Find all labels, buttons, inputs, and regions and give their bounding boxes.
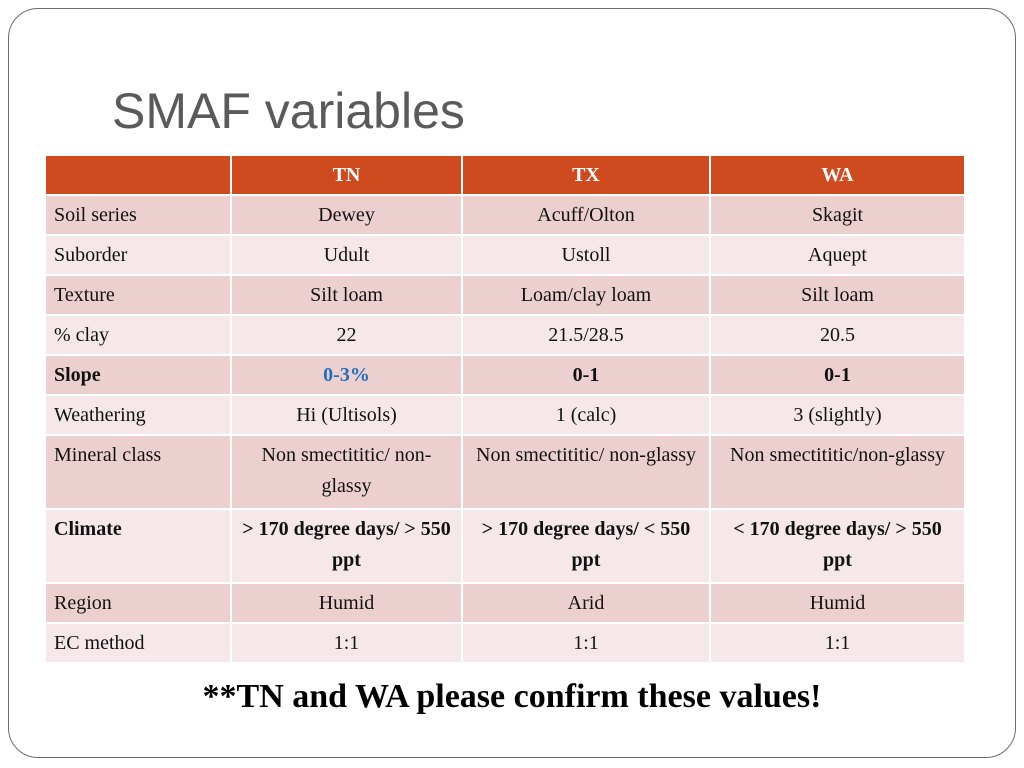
cell-tn: Silt loam bbox=[230, 274, 463, 316]
row-label: Slope bbox=[44, 354, 232, 396]
table-row: Slope 0-3% 0-1 0-1 bbox=[44, 354, 966, 396]
row-label: Suborder bbox=[44, 234, 232, 276]
cell-tx: Loam/clay loam bbox=[461, 274, 711, 316]
header-cell-wa: WA bbox=[709, 154, 966, 196]
row-label: Weathering bbox=[44, 394, 232, 436]
cell-wa: Non smectititic/non-glassy bbox=[709, 434, 966, 510]
cell-wa: 1:1 bbox=[709, 622, 966, 664]
cell-wa: Silt loam bbox=[709, 274, 966, 316]
cell-tn: 0-3% bbox=[230, 354, 463, 396]
cell-wa: Skagit bbox=[709, 194, 966, 236]
cell-wa: 3 (slightly) bbox=[709, 394, 966, 436]
smaf-variables-table: TN TX WA Soil series Dewey Acuff/Olton S… bbox=[44, 154, 966, 664]
table-row: % clay 22 21.5/28.5 20.5 bbox=[44, 314, 966, 356]
slide-title: SMAF variables bbox=[112, 83, 465, 139]
cell-tn: Non smectititic/ non-glassy bbox=[230, 434, 463, 510]
table-row: Texture Silt loam Loam/clay loam Silt lo… bbox=[44, 274, 966, 316]
cell-tn: 22 bbox=[230, 314, 463, 356]
cell-tx: 1 (calc) bbox=[461, 394, 711, 436]
table-header-row: TN TX WA bbox=[44, 154, 966, 196]
cell-tx: > 170 degree days/ < 550 ppt bbox=[461, 508, 711, 584]
header-cell-empty bbox=[44, 154, 232, 196]
cell-tn: Udult bbox=[230, 234, 463, 276]
confirmation-note: **TN and WA please confirm these values! bbox=[202, 678, 822, 715]
table-row: Soil series Dewey Acuff/Olton Skagit bbox=[44, 194, 966, 236]
row-label: Soil series bbox=[44, 194, 232, 236]
cell-wa: 20.5 bbox=[709, 314, 966, 356]
table-row: Suborder Udult Ustoll Aquept bbox=[44, 234, 966, 276]
table-row: EC method 1:1 1:1 1:1 bbox=[44, 622, 966, 664]
row-label: Region bbox=[44, 582, 232, 624]
cell-wa: Humid bbox=[709, 582, 966, 624]
row-label: Climate bbox=[44, 508, 232, 584]
header-cell-tn: TN bbox=[230, 154, 463, 196]
cell-wa: 0-1 bbox=[709, 354, 966, 396]
cell-wa: Aquept bbox=[709, 234, 966, 276]
row-label: Texture bbox=[44, 274, 232, 316]
cell-tn: > 170 degree days/ > 550 ppt bbox=[230, 508, 463, 584]
cell-tn: 1:1 bbox=[230, 622, 463, 664]
cell-wa: < 170 degree days/ > 550 ppt bbox=[709, 508, 966, 584]
table-row: Climate > 170 degree days/ > 550 ppt > 1… bbox=[44, 508, 966, 584]
header-cell-tx: TX bbox=[461, 154, 711, 196]
row-label: EC method bbox=[44, 622, 232, 664]
cell-tx: Ustoll bbox=[461, 234, 711, 276]
cell-tx: Non smectititic/ non-glassy bbox=[461, 434, 711, 510]
row-label: % clay bbox=[44, 314, 232, 356]
table-row: Weathering Hi (Ultisols) 1 (calc) 3 (sli… bbox=[44, 394, 966, 436]
table-row: Region Humid Arid Humid bbox=[44, 582, 966, 624]
cell-tx: 1:1 bbox=[461, 622, 711, 664]
cell-tn: Hi (Ultisols) bbox=[230, 394, 463, 436]
cell-tx: Arid bbox=[461, 582, 711, 624]
cell-tx: Acuff/Olton bbox=[461, 194, 711, 236]
cell-tn: Dewey bbox=[230, 194, 463, 236]
cell-tx: 21.5/28.5 bbox=[461, 314, 711, 356]
table-row: Mineral class Non smectititic/ non-glass… bbox=[44, 434, 966, 510]
cell-tx: 0-1 bbox=[461, 354, 711, 396]
row-label: Mineral class bbox=[44, 434, 232, 510]
cell-tn: Humid bbox=[230, 582, 463, 624]
